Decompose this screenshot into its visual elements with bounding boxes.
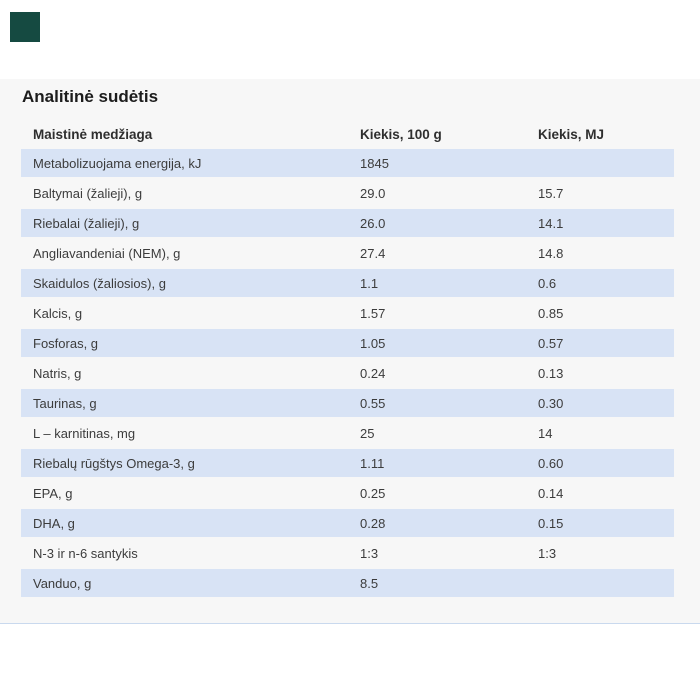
column-header-per-mj: Kiekis, MJ [538,126,605,142]
cell-per-100g: 29.0 [360,179,538,209]
table-row: EPA, g 0.25 0.14 [21,479,674,509]
analytical-composition-section: Analitinė sudėtis Maistinė medžiaga Kiek… [0,79,700,624]
table-row: DHA, g 0.28 0.15 [21,509,674,539]
cell-per-mj [538,569,674,599]
cell-per-100g: 1:3 [360,539,538,569]
logo-square [10,12,40,42]
cell-per-100g: 1.11 [360,449,538,479]
column-header-per-100g: Kiekis, 100 g [360,126,442,142]
table-row: N-3 ir n-6 santykis 1:3 1:3 [21,539,674,569]
cell-nutrient: EPA, g [21,479,360,509]
cell-per-mj: 14 [538,419,674,449]
cell-per-mj: 1:3 [538,539,674,569]
cell-per-mj: 0.13 [538,359,674,389]
cell-per-mj: 0.15 [538,509,674,539]
cell-per-mj [538,149,674,179]
cell-per-mj: 14.1 [538,209,674,239]
table-row: Riebalų rūgštys Omega-3, g 1.11 0.60 [21,449,674,479]
cell-per-mj: 15.7 [538,179,674,209]
table-row: Skaidulos (žaliosios), g 1.1 0.6 [21,269,674,299]
cell-per-mj: 0.30 [538,389,674,419]
table-row: L – karnitinas, mg 25 14 [21,419,674,449]
table-row: Natris, g 0.24 0.13 [21,359,674,389]
cell-per-100g: 26.0 [360,209,538,239]
section-title: Analitinė sudėtis [22,87,159,106]
cell-per-100g: 0.55 [360,389,538,419]
table-row: Baltymai (žalieji), g 29.0 15.7 [21,179,674,209]
cell-per-100g: 0.24 [360,359,538,389]
page-top-area [0,0,700,79]
cell-nutrient: DHA, g [21,509,360,539]
cell-per-100g: 1.1 [360,269,538,299]
cell-nutrient: Angliavandeniai (NEM), g [21,239,360,269]
table-row: Taurinas, g 0.55 0.30 [21,389,674,419]
cell-per-100g: 1.57 [360,299,538,329]
cell-per-100g: 0.25 [360,479,538,509]
cell-nutrient: Skaidulos (žaliosios), g [21,269,360,299]
cell-nutrient: Natris, g [21,359,360,389]
cell-nutrient: Baltymai (žalieji), g [21,179,360,209]
table-row: Riebalai (žalieji), g 26.0 14.1 [21,209,674,239]
cell-per-mj: 0.6 [538,269,674,299]
cell-per-100g: 27.4 [360,239,538,269]
table-row: Kalcis, g 1.57 0.85 [21,299,674,329]
cell-per-mj: 0.60 [538,449,674,479]
table-row: Angliavandeniai (NEM), g 27.4 14.8 [21,239,674,269]
cell-nutrient: Fosforas, g [21,329,360,359]
composition-table: Maistinė medžiaga Kiekis, 100 g Kiekis, … [21,119,674,599]
cell-per-100g: 0.28 [360,509,538,539]
cell-nutrient: Riebalų rūgštys Omega-3, g [21,449,360,479]
cell-nutrient: N-3 ir n-6 santykis [21,539,360,569]
cell-nutrient: Riebalai (žalieji), g [21,209,360,239]
cell-nutrient: Taurinas, g [21,389,360,419]
cell-nutrient: Vanduo, g [21,569,360,599]
cell-per-100g: 8.5 [360,569,538,599]
table-header-row: Maistinė medžiaga Kiekis, 100 g Kiekis, … [21,119,674,149]
cell-nutrient: Kalcis, g [21,299,360,329]
column-header-nutrient: Maistinė medžiaga [33,126,153,142]
table-row: Fosforas, g 1.05 0.57 [21,329,674,359]
cell-per-100g: 25 [360,419,538,449]
cell-per-100g: 1845 [360,149,538,179]
cell-per-100g: 1.05 [360,329,538,359]
cell-nutrient: Metabolizuojama energija, kJ [21,149,360,179]
cell-nutrient: L – karnitinas, mg [21,419,360,449]
cell-per-mj: 0.85 [538,299,674,329]
table-row: Metabolizuojama energija, kJ 1845 [21,149,674,179]
cell-per-mj: 14.8 [538,239,674,269]
table-row: Vanduo, g 8.5 [21,569,674,599]
cell-per-mj: 0.14 [538,479,674,509]
cell-per-mj: 0.57 [538,329,674,359]
